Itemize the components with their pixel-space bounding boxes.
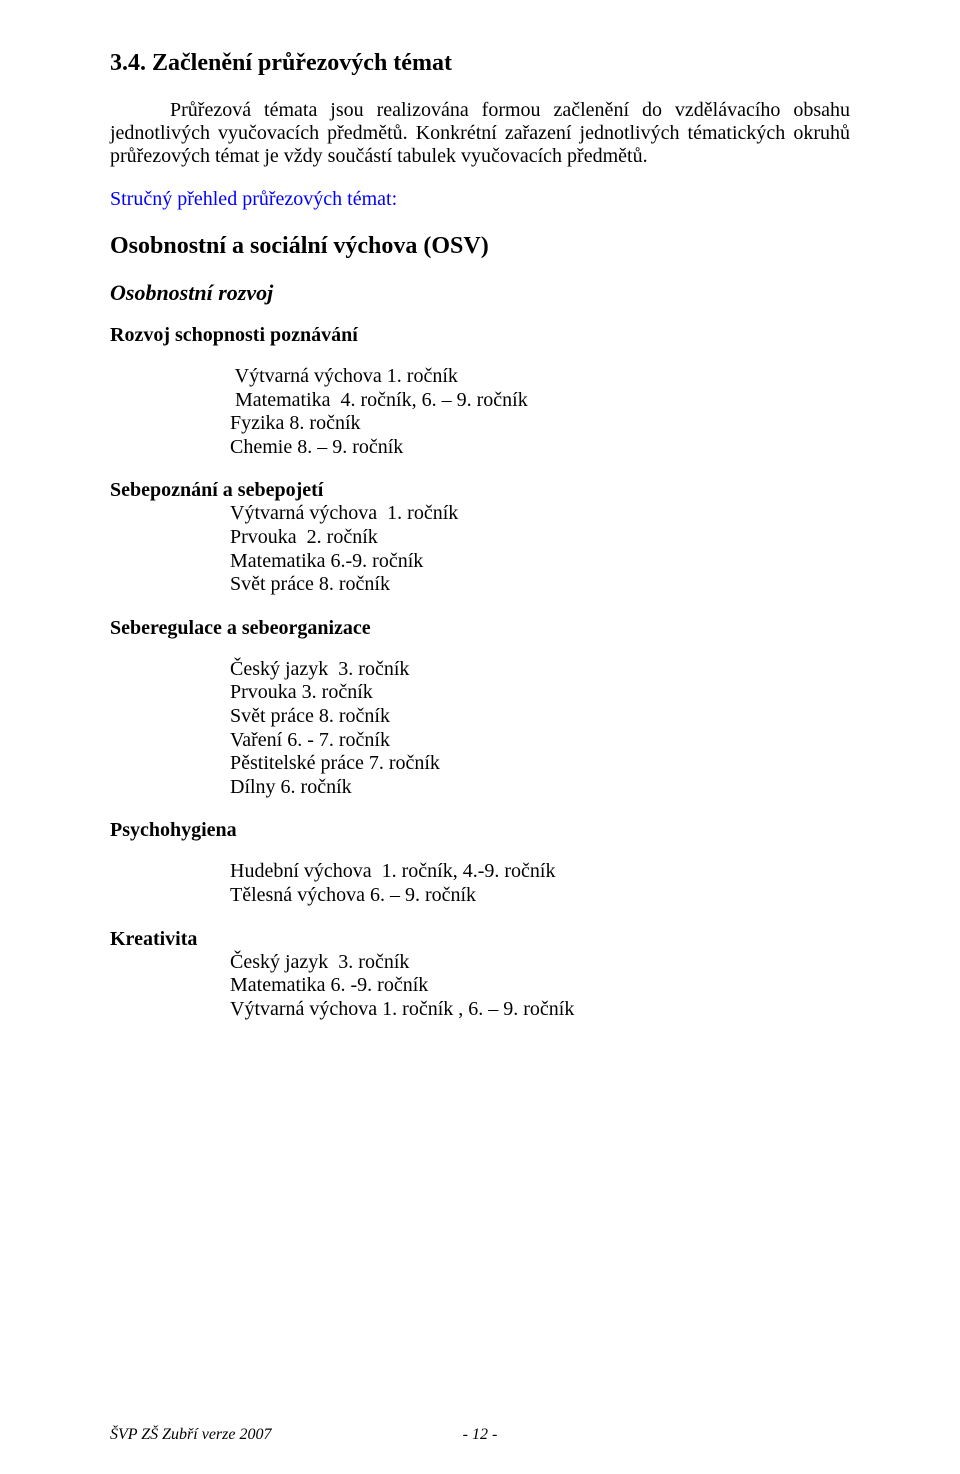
list-item: Výtvarná výchova 1. ročník [230,502,850,526]
block2-title: Sebepoznání a sebepojetí [110,479,850,502]
overview-label: Stručný přehled průřezových témat: [110,188,850,211]
block3-list: Český jazyk 3. ročník Prvouka 3. ročník … [230,658,850,800]
block5-list: Český jazyk 3. ročník Matematika 6. -9. … [230,951,850,1022]
list-item: Svět práce 8. ročník [230,705,850,729]
intro-paragraph: Průřezová témata jsou realizována formou… [110,99,850,168]
list-item: Výtvarná výchova 1. ročník [230,365,850,389]
list-item: Chemie 8. – 9. ročník [230,436,850,460]
section-heading: 3.4. Začlenění průřezových témat [110,50,850,77]
block4-list: Hudební výchova 1. ročník, 4.-9. ročník … [230,860,850,907]
footer-page-number: - 12 - [110,1426,850,1444]
list-item: Pěstitelské práce 7. ročník [230,752,850,776]
page-footer: ŠVP ZŠ Zubří verze 2007 - 12 - [110,1426,850,1444]
list-item: Český jazyk 3. ročník [230,951,850,975]
block2-list: Výtvarná výchova 1. ročník Prvouka 2. ro… [230,502,850,596]
list-item: Tělesná výchova 6. – 9. ročník [230,884,850,908]
list-item: Matematika 4. ročník, 6. – 9. ročník [230,389,850,413]
list-item: Hudební výchova 1. ročník, 4.-9. ročník [230,860,850,884]
list-item: Matematika 6. -9. ročník [230,974,850,998]
list-item: Fyzika 8. ročník [230,412,850,436]
document-page: 3.4. Začlenění průřezových témat Průřezo… [0,0,960,1474]
list-item: Český jazyk 3. ročník [230,658,850,682]
osv-subheading: Osobnostní rozvoj [110,280,850,306]
block5-title: Kreativita [110,928,850,951]
block3-title: Seberegulace a sebeorganizace [110,617,850,640]
list-item: Výtvarná výchova 1. ročník , 6. – 9. roč… [230,998,850,1022]
list-item: Dílny 6. ročník [230,776,850,800]
list-item: Vaření 6. - 7. ročník [230,729,850,753]
list-item: Prvouka 3. ročník [230,681,850,705]
block1-title: Rozvoj schopnosti poznávání [110,324,850,347]
list-item: Svět práce 8. ročník [230,573,850,597]
block1-list: Výtvarná výchova 1. ročník Matematika 4.… [230,365,850,459]
osv-title: Osobnostní a sociální výchova (OSV) [110,233,850,260]
list-item: Prvouka 2. ročník [230,526,850,550]
block4-title: Psychohygiena [110,819,850,842]
list-item: Matematika 6.-9. ročník [230,550,850,574]
